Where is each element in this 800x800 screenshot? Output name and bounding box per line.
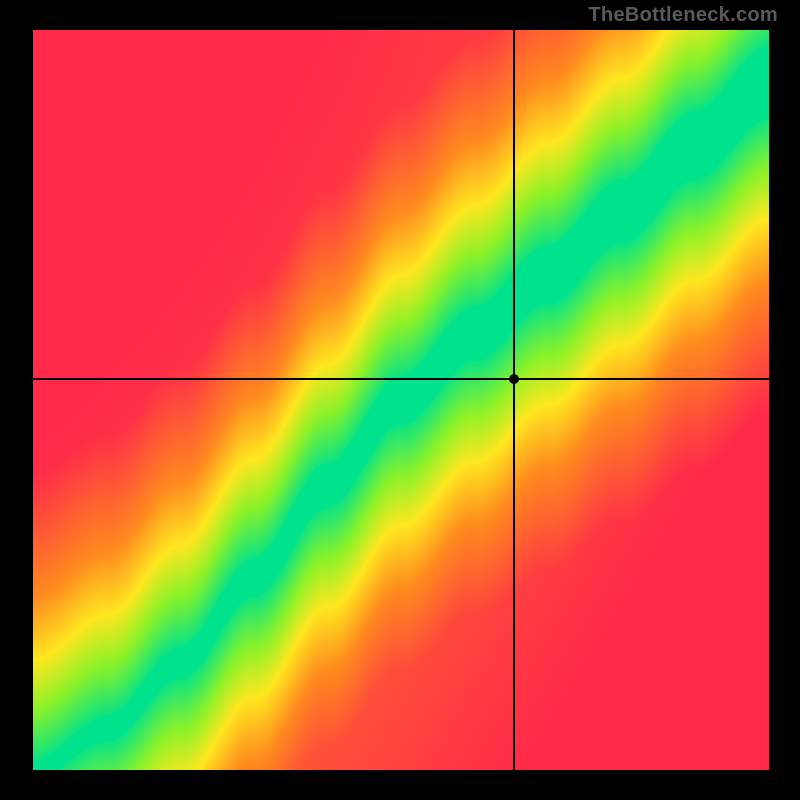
plot-frame bbox=[33, 30, 769, 770]
heatmap-canvas bbox=[33, 30, 769, 770]
crosshair-marker bbox=[509, 374, 519, 384]
crosshair-vertical bbox=[513, 30, 515, 770]
watermark-label: TheBottleneck.com bbox=[588, 4, 778, 27]
chart-container: TheBottleneck.com bbox=[0, 0, 800, 800]
heatmap-plot bbox=[33, 30, 769, 770]
crosshair-horizontal bbox=[33, 378, 769, 380]
